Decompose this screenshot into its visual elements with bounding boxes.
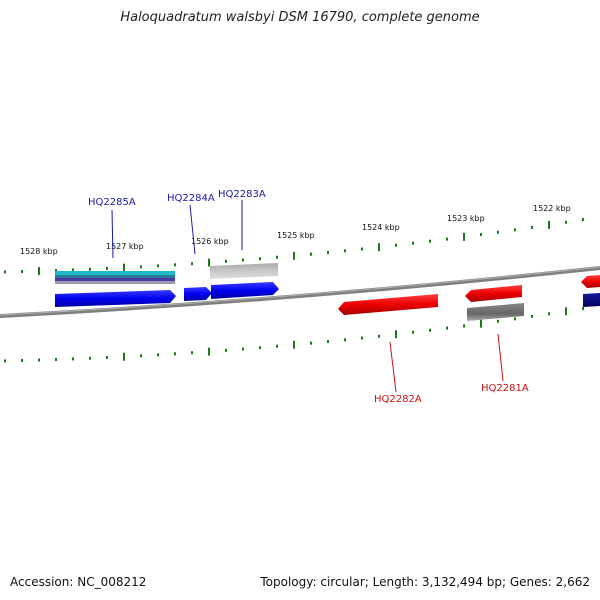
gene-arrow-partial — [583, 293, 600, 307]
feature-bar-lightgray — [210, 263, 278, 279]
callout-line-HQ2281A — [497, 333, 504, 382]
gene-arrow-HQ2282A — [338, 294, 438, 315]
upper-feature-track — [55, 263, 278, 284]
callout-line-HQ2284A — [189, 204, 196, 255]
genome-title: Haloquadratum walsbyi DSM 16790, complet… — [120, 10, 480, 25]
gene-label-HQ2284A: HQ2284A — [167, 193, 215, 204]
kbp-label: 1522 kbp — [533, 204, 571, 213]
gene-arrow-HQ2281A — [465, 285, 522, 302]
feature-bar-gray — [55, 281, 175, 284]
feature-bar-purple — [55, 278, 175, 281]
gene-arrow-HQ2285A — [55, 290, 176, 307]
feature-bar-cyan — [55, 271, 175, 275]
reverse-gene-track — [338, 275, 600, 321]
lower-tick-track — [4, 307, 584, 363]
kbp-label: 1526 kbp — [191, 237, 229, 246]
gene-label-HQ2283A: HQ2283A — [218, 189, 266, 200]
gene-arrow-HQ2283A — [211, 282, 279, 299]
kbp-label: 1527 kbp — [106, 242, 144, 251]
gene-label-HQ2281A: HQ2281A — [481, 383, 529, 394]
kbp-label: 1528 kbp — [20, 247, 58, 256]
feature-bar-teal — [55, 275, 175, 278]
gene-label-HQ2285A: HQ2285A — [88, 197, 136, 208]
kbp-label: 1523 kbp — [447, 214, 485, 223]
genome-summary-text: Topology: circular; Length: 3,132,494 bp… — [260, 575, 590, 589]
kbp-label: 1525 kbp — [277, 231, 315, 240]
accession-text: Accession: NC_008212 — [10, 575, 147, 589]
genome-backbone — [0, 266, 600, 318]
gene-label-HQ2282A: HQ2282A — [374, 394, 422, 405]
gene-arrow-partial-red — [581, 275, 600, 288]
kbp-label: 1524 kbp — [362, 223, 400, 232]
callout-line-HQ2282A — [389, 341, 397, 393]
feature-bar-darkgray — [467, 303, 524, 321]
upper-tick-track — [4, 218, 584, 276]
callout-line-HQ2285A — [111, 209, 114, 259]
forward-gene-track — [55, 282, 600, 307]
gene-arrow-HQ2284A — [184, 287, 212, 301]
